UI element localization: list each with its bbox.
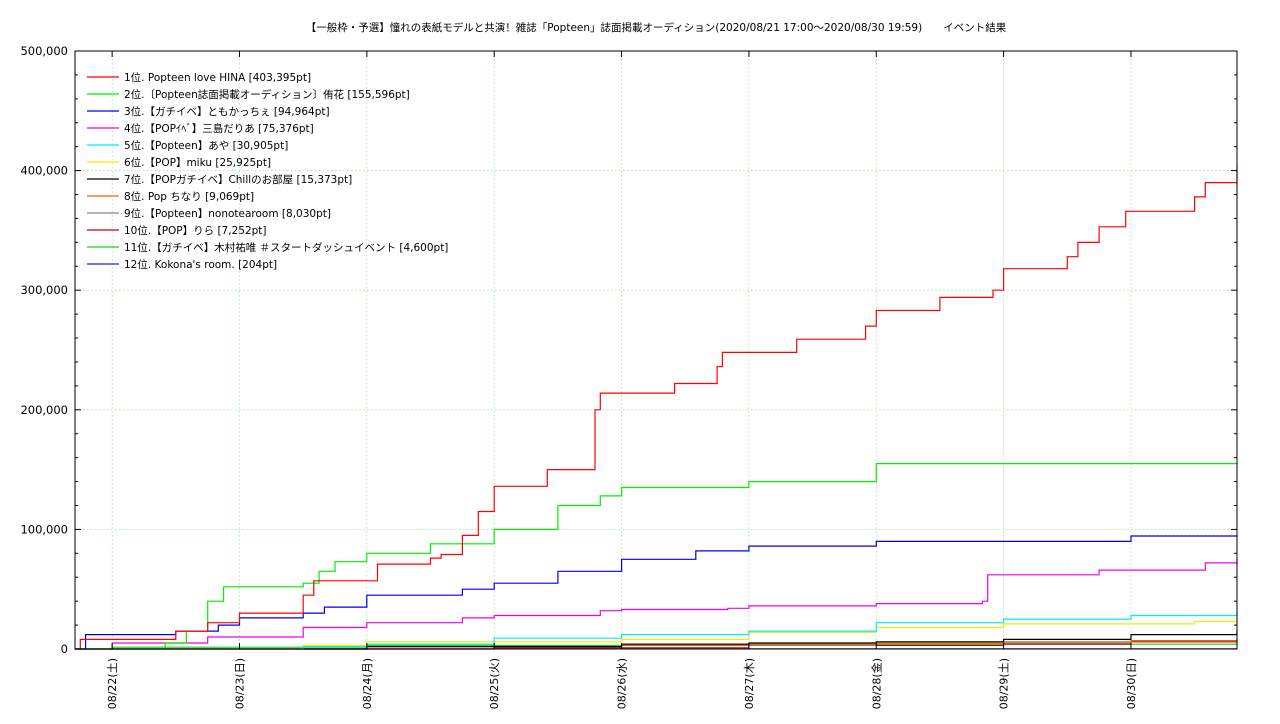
series-line-3 — [75, 535, 1237, 649]
y-tick-label: 100,000 — [20, 522, 68, 536]
legend-entry-9[interactable]: 9位.【Popteen】nonotearoom [8,030pt] — [124, 207, 331, 220]
x-tick-label: 08/24(月) — [361, 658, 374, 709]
x-tick-label: 08/23(日) — [233, 658, 246, 709]
x-tick-label: 08/30(日) — [1125, 658, 1138, 709]
x-tick-label: 08/28(金) — [869, 658, 883, 709]
y-tick-label: 300,000 — [20, 283, 68, 297]
legend-entry-4[interactable]: 4位.【POPｲﾍﾞ】三島だりあ [75,376pt] — [124, 122, 314, 135]
y-tick-label: 500,000 — [20, 44, 68, 58]
x-tick-label: 08/27(木) — [743, 658, 756, 709]
y-tick-label: 400,000 — [20, 164, 68, 178]
legend-entry-11[interactable]: 11位.【ガチイベ】木村祐唯 ＃スタートダッシュイベント [4,600pt] — [124, 241, 448, 254]
legend-entry-7[interactable]: 7位.【POPガチイベ】Chillのお部屋 [15,373pt] — [124, 173, 352, 186]
legend[interactable]: 1位. Popteen love HINA [403,395pt] 2位.〔Pop… — [87, 71, 448, 271]
y-tick-label: 200,000 — [20, 403, 68, 417]
legend-entry-6[interactable]: 6位.【POP】miku [25,925pt] — [124, 156, 271, 169]
x-tick-label: 08/25(火) — [488, 658, 501, 709]
x-tick-label: 08/22(土) — [106, 658, 119, 709]
y-tick-label: 0 — [61, 642, 68, 656]
legend-entry-12[interactable]: 12位. Kokona's room. [204pt] — [124, 258, 277, 271]
series-line-2 — [75, 463, 1237, 649]
series-line-1 — [75, 167, 1237, 650]
legend-entry-1[interactable]: 1位. Popteen love HINA [403,395pt] — [124, 71, 311, 84]
series-line-4 — [75, 559, 1237, 649]
legend-entry-2[interactable]: 2位.〔Popteen誌面掲載オーディション〕侑花 [155,596pt] — [124, 88, 410, 101]
x-tick-label: 08/26(水) — [616, 658, 629, 709]
legend-entry-8[interactable]: 8位. Pop ちなり [9,069pt] — [124, 190, 254, 203]
legend-entry-3[interactable]: 3位.【ガチイベ】ともかっちぇ [94,964pt] — [124, 105, 330, 118]
chart-title: 【一般枠・予選】憧れの表紙モデルと共演！雑誌「Popteen」誌面掲載オーディシ… — [306, 21, 1007, 34]
series-layer — [75, 167, 1237, 650]
x-tick-label: 08/29(土) — [998, 658, 1011, 709]
legend-entry-5[interactable]: 5位.【Popteen】あや [30,905pt] — [124, 139, 288, 152]
legend-entry-10[interactable]: 10位.【POP】りら [7,252pt] — [124, 224, 267, 237]
